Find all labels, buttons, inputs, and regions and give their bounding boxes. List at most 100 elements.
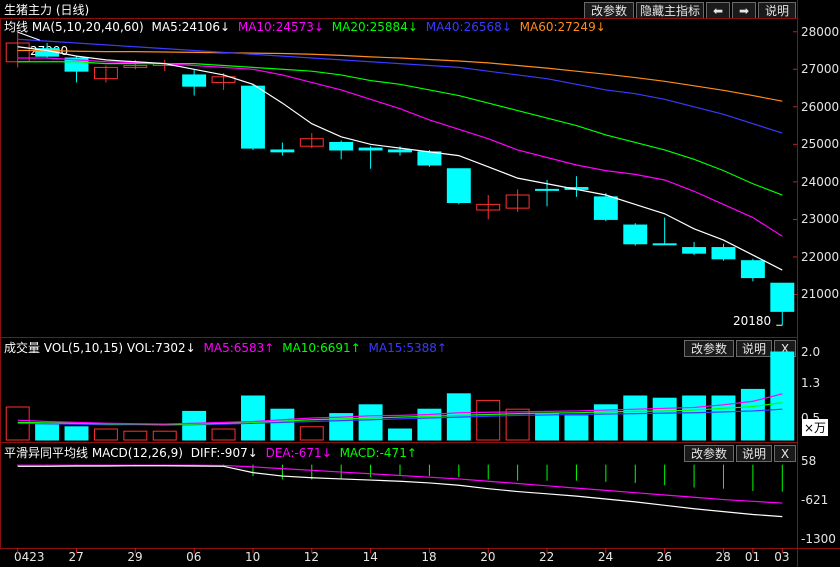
low-price-label: 20180 — [733, 314, 772, 328]
price-tick: 22000 — [801, 249, 840, 264]
volume-bar — [152, 430, 177, 441]
vol-ma15-value: MA15:5388↑ — [368, 341, 447, 355]
price-tick: 21000 — [801, 287, 840, 302]
macd-diff-value: DIFF:-907↓ — [190, 446, 258, 460]
vol-ma5-line — [17, 393, 783, 425]
date-tick: 12 — [303, 550, 320, 564]
date-tick: 0423 — [14, 550, 45, 564]
volume-bar — [740, 388, 765, 441]
macd-close-button[interactable]: X — [774, 445, 796, 462]
macd-tick: -1300 — [801, 532, 836, 547]
ma60-value: MA60:27249↓ — [519, 20, 606, 34]
panel-frame-1 — [0, 337, 798, 443]
candle-body — [476, 203, 501, 211]
date-tick: 24 — [597, 550, 614, 564]
price-tick: 27000 — [801, 62, 840, 77]
candle-body — [388, 149, 412, 153]
date-tick: 22 — [539, 550, 555, 564]
macd-params-button[interactable]: 改参数 — [684, 445, 734, 462]
volume-bar — [711, 395, 736, 441]
vol-ma10-value: MA10:6691↑ — [282, 341, 361, 355]
candle-body — [182, 74, 207, 87]
candle-body — [740, 260, 765, 279]
date-tick: 28 — [715, 550, 731, 564]
volume-bar — [35, 424, 60, 441]
volume-bar — [240, 395, 265, 441]
candle-body — [123, 65, 148, 68]
ma5-value: MA5:24106↓ — [151, 20, 231, 34]
candle-body — [652, 243, 677, 246]
date-tick: 26 — [656, 550, 672, 564]
date-tick: 01 — [744, 550, 761, 564]
volume-bar — [770, 351, 795, 441]
volume-bar — [299, 426, 324, 441]
macd-legend: 平滑异同平均线 MACD(12,26,9) DIFF:-907↓ DEA:-67… — [4, 446, 417, 460]
vol-ma5-value: MA5:6583↑ — [203, 341, 275, 355]
candle-body — [211, 76, 236, 83]
candle-body — [505, 194, 530, 209]
volume-bar — [123, 430, 148, 441]
date-tick: 06 — [186, 550, 202, 564]
volume-bar — [93, 428, 118, 441]
volume-bar — [270, 408, 295, 441]
macd-macd-value: MACD:-471↑ — [339, 446, 417, 460]
date-tick: 27 — [68, 550, 84, 564]
volume-bar — [182, 410, 207, 441]
ma60-line — [17, 49, 783, 102]
candle-body — [240, 85, 265, 149]
volume-bar — [564, 415, 589, 441]
candle-body — [358, 147, 383, 151]
price-tick: 25000 — [801, 137, 840, 152]
volume-bar — [64, 426, 89, 441]
price-tick: 23000 — [801, 212, 840, 227]
vol-help-button[interactable]: 说明 — [736, 340, 772, 357]
price-tick: 26000 — [801, 99, 840, 114]
ma40-line — [17, 38, 783, 134]
ma40-value: MA40:26568↓ — [425, 20, 512, 34]
vol-legend: 成交量 VOL(5,10,15) VOL:7302↓ MA5:6583↑ MA1… — [4, 341, 447, 355]
candle-body — [299, 138, 324, 147]
volume-bar — [652, 397, 677, 441]
ma-legend: 均线 MA(5,10,20,40,60) MA5:24106↓ MA10:245… — [4, 20, 606, 34]
volume-bar — [505, 408, 530, 441]
volume-tick: 2.0 — [801, 345, 821, 359]
macd-dea-value: DEA:-671↓ — [265, 446, 332, 460]
macd-tick: -621 — [801, 493, 829, 508]
volume-bar — [358, 404, 383, 441]
volume-bar — [623, 395, 648, 441]
volume-unit-label: ×万 — [802, 419, 829, 436]
candle-body — [623, 224, 648, 245]
candle-body — [711, 247, 736, 260]
candle-body — [270, 149, 295, 153]
date-tick: 29 — [127, 550, 143, 564]
volume-bar — [211, 428, 236, 441]
vol-legend-prefix: 成交量 VOL(5,10,15) VOL:7302↓ — [4, 341, 196, 355]
date-tick: 20 — [480, 550, 496, 564]
ma20-value: MA20:25884↓ — [331, 20, 418, 34]
volume-bar — [476, 399, 501, 441]
date-tick: 10 — [244, 550, 261, 564]
volume-tick: 1.3 — [801, 375, 821, 390]
vol-params-button[interactable]: 改参数 — [684, 340, 734, 357]
high-marker-line — [17, 31, 40, 41]
price-tick: 24000 — [801, 174, 840, 189]
macd-tick: 58 — [801, 454, 817, 469]
macd-legend-prefix: 平滑异同平均线 MACD(12,26,9) — [4, 446, 183, 460]
chart-title: 生猪主力 (日线) — [4, 3, 90, 17]
volume-bar — [682, 395, 707, 441]
ma10-value: MA10:24573↓ — [237, 20, 324, 34]
panel-frame-0 — [0, 18, 798, 338]
date-tick: 14 — [362, 550, 378, 564]
candle-body — [593, 196, 618, 220]
volume-bar — [535, 413, 560, 441]
macd-diff-line — [17, 465, 783, 518]
ma5-line — [17, 46, 783, 271]
price-tick: 28000 — [801, 24, 840, 39]
candle-body — [93, 66, 118, 80]
candle-body — [417, 151, 442, 166]
macd-help-button[interactable]: 说明 — [736, 445, 772, 462]
candle-body — [329, 141, 354, 151]
candle-body — [446, 168, 471, 204]
candle-body — [770, 282, 795, 312]
